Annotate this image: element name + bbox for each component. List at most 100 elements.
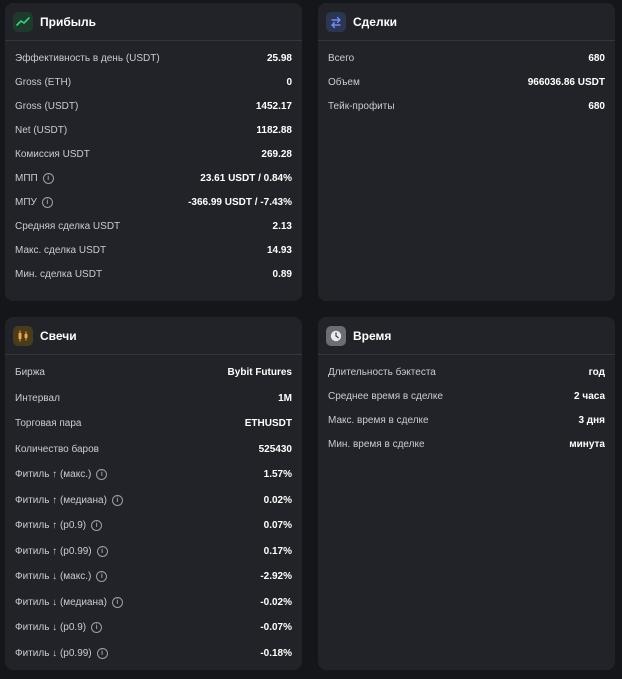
candles-row: Торговая пара ETHUSDT bbox=[15, 411, 292, 437]
candles-row: Фитиль ↓ (медиана) i -0.02% bbox=[15, 590, 292, 616]
time-row-value: 3 дня bbox=[578, 414, 605, 426]
row-label-text: Биржа bbox=[15, 367, 45, 379]
trades-rows: Всего 680 Объем 966036.86 USDT Тейк-профиты 6… bbox=[318, 41, 615, 118]
row-label-text: МПП bbox=[15, 172, 38, 184]
row-label-text: Комиссия USDT bbox=[15, 148, 90, 160]
row-label-text: Фитиль ↑ (медиана) bbox=[15, 494, 107, 506]
candles-row: Фитиль ↑ (p0.99) i 0.17% bbox=[15, 539, 292, 565]
trades-row-value: 680 bbox=[588, 100, 605, 112]
candles-row: Фитиль ↓ (p0.99) i -0.18% bbox=[15, 641, 292, 667]
profit-row: МПУ i -366.99 USDT / -7.43% bbox=[15, 190, 292, 214]
time-row: Среднее время в сделке 2 часа bbox=[328, 384, 605, 408]
trades-card: Сделки Всего 680 Объем 966036.86 USDT Тейк-п… bbox=[318, 3, 615, 301]
candles-row-label: Фитиль ↓ (p0.9) i bbox=[15, 622, 103, 634]
row-label-text: Фитиль ↓ (p0.99) bbox=[15, 647, 92, 659]
row-label-text: Фитиль ↓ (макс.) bbox=[15, 571, 92, 583]
row-label-text: Тейк-профиты bbox=[328, 100, 395, 112]
profit-row-label: Комиссия USDT bbox=[15, 149, 90, 160]
profit-title: Прибыль bbox=[40, 14, 96, 29]
candles-row-label: Биржа bbox=[15, 367, 45, 378]
candles-row-value: 0.17% bbox=[263, 545, 292, 557]
candles-row-value: 0.02% bbox=[263, 494, 292, 506]
profit-row: Gross (ETH) 0 bbox=[15, 70, 292, 94]
row-label-text: Всего bbox=[328, 52, 355, 64]
info-icon[interactable]: i bbox=[111, 596, 123, 608]
candles-row-label: Фитиль ↓ (p0.99) i bbox=[15, 647, 108, 659]
candles-row-value: -0.07% bbox=[260, 622, 292, 634]
profit-row-value: 14.93 bbox=[266, 244, 292, 256]
trades-row: Объем 966036.86 USDT bbox=[328, 70, 605, 94]
time-row-value: год bbox=[588, 366, 605, 378]
candles-row-value: 1M bbox=[278, 392, 292, 404]
info-icon[interactable]: i bbox=[42, 172, 54, 184]
candles-row-value: 525430 bbox=[258, 443, 292, 455]
trades-row-label: Тейк-профиты bbox=[328, 101, 395, 112]
candles-row-label: Количество баров bbox=[15, 444, 99, 455]
info-icon[interactable]: i bbox=[96, 571, 108, 583]
profit-row: Эффективность в день (USDT) 25.98 bbox=[15, 46, 292, 70]
time-row-value: минута bbox=[569, 438, 605, 450]
candles-row: Фитиль ↑ (p0.9) i 0.07% bbox=[15, 513, 292, 539]
row-label-text: Net (USDT) bbox=[15, 124, 68, 136]
profit-row: МПП i 23.61 USDT / 0.84% bbox=[15, 166, 292, 190]
candles-row: Биржа Bybit Futures bbox=[15, 360, 292, 386]
info-icon[interactable]: i bbox=[41, 196, 53, 208]
candles-row-label: Торговая пара bbox=[15, 418, 82, 429]
row-label-text: Макс. время в сделке bbox=[328, 414, 429, 426]
row-label-text: Фитиль ↑ (макс.) bbox=[15, 469, 92, 481]
trades-row-label: Объем bbox=[328, 77, 360, 88]
profit-card: Прибыль Эффективность в день (USDT) 25.98… bbox=[5, 3, 302, 301]
row-label-text: МПУ bbox=[15, 196, 37, 208]
candles-row-label: Фитиль ↓ (медиана) i bbox=[15, 596, 123, 608]
profit-row: Мин. сделка USDT 0.89 bbox=[15, 262, 292, 286]
info-icon[interactable]: i bbox=[96, 545, 108, 557]
info-icon[interactable]: i bbox=[111, 494, 123, 506]
candles-card-header: Свечи bbox=[5, 317, 302, 355]
profit-row-label: МПП i bbox=[15, 172, 54, 184]
row-label-text: Gross (ETH) bbox=[15, 76, 72, 88]
profit-row: Gross (USDT) 1452.17 bbox=[15, 94, 292, 118]
candles-row: Фитиль ↑ (макс.) i 1.57% bbox=[15, 462, 292, 488]
candles-row-value: -0.02% bbox=[260, 596, 292, 608]
row-label-text: Фитиль ↑ (p0.99) bbox=[15, 545, 92, 557]
trades-card-header: Сделки bbox=[318, 3, 615, 41]
candles-card: Свечи Биржа Bybit Futures Интервал 1M Торгов… bbox=[5, 317, 302, 670]
candles-row-label: Фитиль ↑ (p0.99) i bbox=[15, 545, 108, 557]
row-label-text: Среднее время в сделке bbox=[328, 390, 443, 402]
trend-up-icon bbox=[13, 11, 33, 32]
row-label-text: Торговая пара bbox=[15, 418, 82, 430]
row-label-text: Мин. сделка USDT bbox=[15, 268, 103, 280]
time-row-label: Мин. время в сделке bbox=[328, 439, 425, 450]
candles-row: Фитиль ↓ (p0.9) i -0.07% bbox=[15, 615, 292, 641]
row-label-text: Длительность бэктеста bbox=[328, 366, 436, 378]
trades-row: Тейк-профиты 680 bbox=[328, 94, 605, 118]
profit-row-value: 269.28 bbox=[261, 148, 292, 160]
info-icon[interactable]: i bbox=[91, 622, 103, 634]
time-row: Длительность бэктеста год bbox=[328, 360, 605, 384]
profit-row-label: Gross (USDT) bbox=[15, 101, 78, 112]
profit-row-label: Макс. сделка USDT bbox=[15, 245, 106, 256]
profit-row-value: -366.99 USDT / -7.43% bbox=[188, 196, 292, 208]
candles-row-value: 0.07% bbox=[263, 520, 292, 532]
trades-row-value: 680 bbox=[588, 52, 605, 64]
time-card: Время Длительность бэктеста год Среднее вр… bbox=[318, 317, 615, 670]
profit-row-value: 2.13 bbox=[272, 220, 292, 232]
candles-row-value: -2.92% bbox=[260, 571, 292, 583]
candles-title: Свечи bbox=[40, 328, 77, 343]
info-icon[interactable]: i bbox=[96, 469, 108, 481]
row-label-text: Фитиль ↓ (медиана) bbox=[15, 596, 107, 608]
profit-row-label: МПУ i bbox=[15, 196, 53, 208]
row-label-text: Фитиль ↓ (p0.9) bbox=[15, 622, 87, 634]
candles-row-value: -0.18% bbox=[260, 647, 292, 659]
candles-row-value: 1.57% bbox=[263, 469, 292, 481]
trades-title: Сделки bbox=[353, 14, 397, 29]
clock-icon bbox=[326, 325, 346, 346]
candles-row: Фитиль ↓ (макс.) i -2.92% bbox=[15, 564, 292, 590]
profit-row-value: 1182.88 bbox=[256, 124, 292, 136]
time-row: Мин. время в сделке минута bbox=[328, 432, 605, 456]
info-icon[interactable]: i bbox=[91, 520, 103, 532]
info-icon[interactable]: i bbox=[96, 647, 108, 659]
candles-row-value: ETHUSDT bbox=[244, 418, 292, 430]
profit-row-value: 23.61 USDT / 0.84% bbox=[200, 172, 292, 184]
row-label-text: Количество баров bbox=[15, 443, 99, 455]
